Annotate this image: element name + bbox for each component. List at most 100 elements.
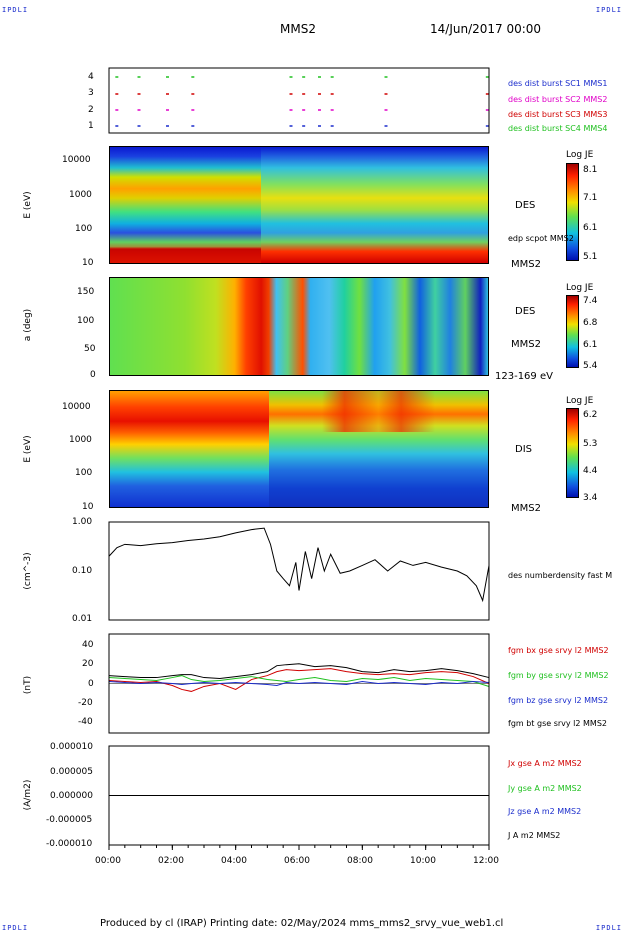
legend-entry: des dist burst SC2 MMS2 [508,95,608,104]
ytick-label: 10 [82,502,94,512]
legend-entry: fgm bt gse srvy l2 MMS2 [508,719,607,728]
bfield-series-line [108,663,490,680]
ylabel-bfield: (nT) [23,675,33,695]
legend-entry: fgm by gse srvy l2 MMS2 [508,671,609,680]
overlay-label-scpot: edp scpot MMS2 [508,234,574,243]
energy-range-label: 123-169 eV [495,371,553,382]
instrument-label-des-pitch: DES [515,306,536,317]
density-series-line [108,527,490,603]
ytick-label: -40 [78,717,93,727]
ytick-label: 1 [88,121,94,131]
bfield-series-line [108,681,490,686]
spacecraft-label: MMS2 [511,339,541,350]
ytick-label: 10 [82,258,94,268]
xtick-label: 02:00 [158,856,184,866]
legend-entry: des numberdensity fast M [508,571,613,580]
colorbar-title-des-pitch: Log JE [566,283,594,293]
xtick-label: 04:00 [221,856,247,866]
burst-panel [115,76,489,127]
instrument-label-des: DES [515,200,536,211]
ytick-label: 100 [75,468,93,478]
ytick-label: 0.000000 [50,791,93,801]
xtick-label: 08:00 [347,856,373,866]
ytick-label: 150 [77,287,95,297]
legend-entry: des dist burst SC3 MMS3 [508,110,608,119]
instrument-label-dis: DIS [515,444,532,455]
ytick-label: 20 [82,659,94,669]
xtick-label: 00:00 [95,856,121,866]
xtick-label: 06:00 [284,856,310,866]
ytick-label: 1.00 [72,517,93,527]
colorbar-dis-energy [566,408,579,498]
ytick-label: 2 [88,105,94,115]
corner-label-bottom-right: IPDLI [595,924,622,932]
ytick-label: 0.000005 [50,767,93,777]
des-energy-spectrogram [109,146,489,264]
ytick-label: -20 [78,698,93,708]
legend-entry: Jx gse A m2 MMS2 [508,759,582,768]
density-axes [108,521,490,621]
legend-entry: des dist burst SC1 MMS1 [508,79,608,88]
colorbar-tick: 5.3 [583,439,598,449]
des-pitch-spectrogram [109,277,489,376]
colorbar-tick: 7.4 [583,296,598,306]
colorbar-tick: 6.8 [583,318,598,328]
ytick-label: -0.000005 [46,815,93,825]
footer-credit: Produced by cl (IRAP) Printing date: 02/… [100,918,504,929]
legend-entry: Jz gse A m2 MMS2 [508,807,582,816]
colorbar-tick: 7.1 [583,193,598,203]
spacecraft-title: MMS2 [280,22,316,36]
spacecraft-label: MMS2 [511,503,541,514]
ytick-label: 4 [88,72,94,82]
colorbar-tick: 5.4 [583,361,598,371]
ytick-label: 1000 [69,190,92,200]
xtick-label: 12:00 [473,856,499,866]
bfield-series-line [108,675,490,687]
burst-axes [108,67,490,134]
colorbar-tick: 4.4 [583,466,598,476]
colorbar-des-energy [566,163,579,261]
colorbar-title-des-energy: Log JE [566,150,594,160]
datetime-title: 14/Jun/2017 00:00 [430,22,542,36]
ytick-label: 100 [77,316,95,326]
colorbar-tick: 8.1 [583,165,598,175]
ytick-label: 0 [88,679,94,689]
ylabel-des-energy: E (eV) [23,191,33,219]
ytick-label: 3 [88,88,94,98]
corner-label-top-left: IPDLI [2,6,29,14]
spacecraft-label: MMS2 [511,259,541,270]
legend-entry: Jy gse A m2 MMS2 [508,784,582,793]
ylabel-current: (A/m2) [23,779,33,811]
ytick-label: 40 [82,640,94,650]
xtick-label: 10:00 [410,856,436,866]
ytick-label: 0 [90,370,96,380]
density-panel [108,527,490,603]
ytick-label: 0.01 [72,614,93,624]
ylabel-density: (cm^-3) [23,552,33,590]
ylabel-dis-energy: E (eV) [23,435,33,463]
bfield-series-line [108,668,490,692]
ytick-label: -0.000010 [46,839,93,849]
colorbar-tick: 6.2 [583,410,598,420]
corner-label-top-right: IPDLI [595,6,622,14]
dis-energy-spectrogram [109,390,489,508]
ytick-label: 1000 [69,435,92,445]
ytick-label: 0.000010 [50,742,93,752]
ytick-label: 100 [75,224,93,234]
ylabel-des-pitch: a (deg) [23,308,33,342]
ytick-label: 0.10 [72,566,93,576]
colorbar-title-dis-energy: Log JE [566,396,594,406]
ytick-label: 10000 [62,402,91,412]
colorbar-tick: 6.1 [583,340,598,350]
bfield-axes [108,633,490,734]
legend-entry: fgm bz gse srvy l2 MMS2 [508,696,609,705]
legend-entry: J A m2 MMS2 [508,831,561,840]
corner-label-bottom-left: IPDLI [2,924,29,932]
colorbar-tick: 5.1 [583,252,598,262]
colorbar-tick: 3.4 [583,493,598,503]
colorbar-des-pitch [566,295,579,368]
colorbar-tick: 6.1 [583,223,598,233]
axes-frames [108,67,490,850]
ytick-label: 10000 [62,155,91,165]
